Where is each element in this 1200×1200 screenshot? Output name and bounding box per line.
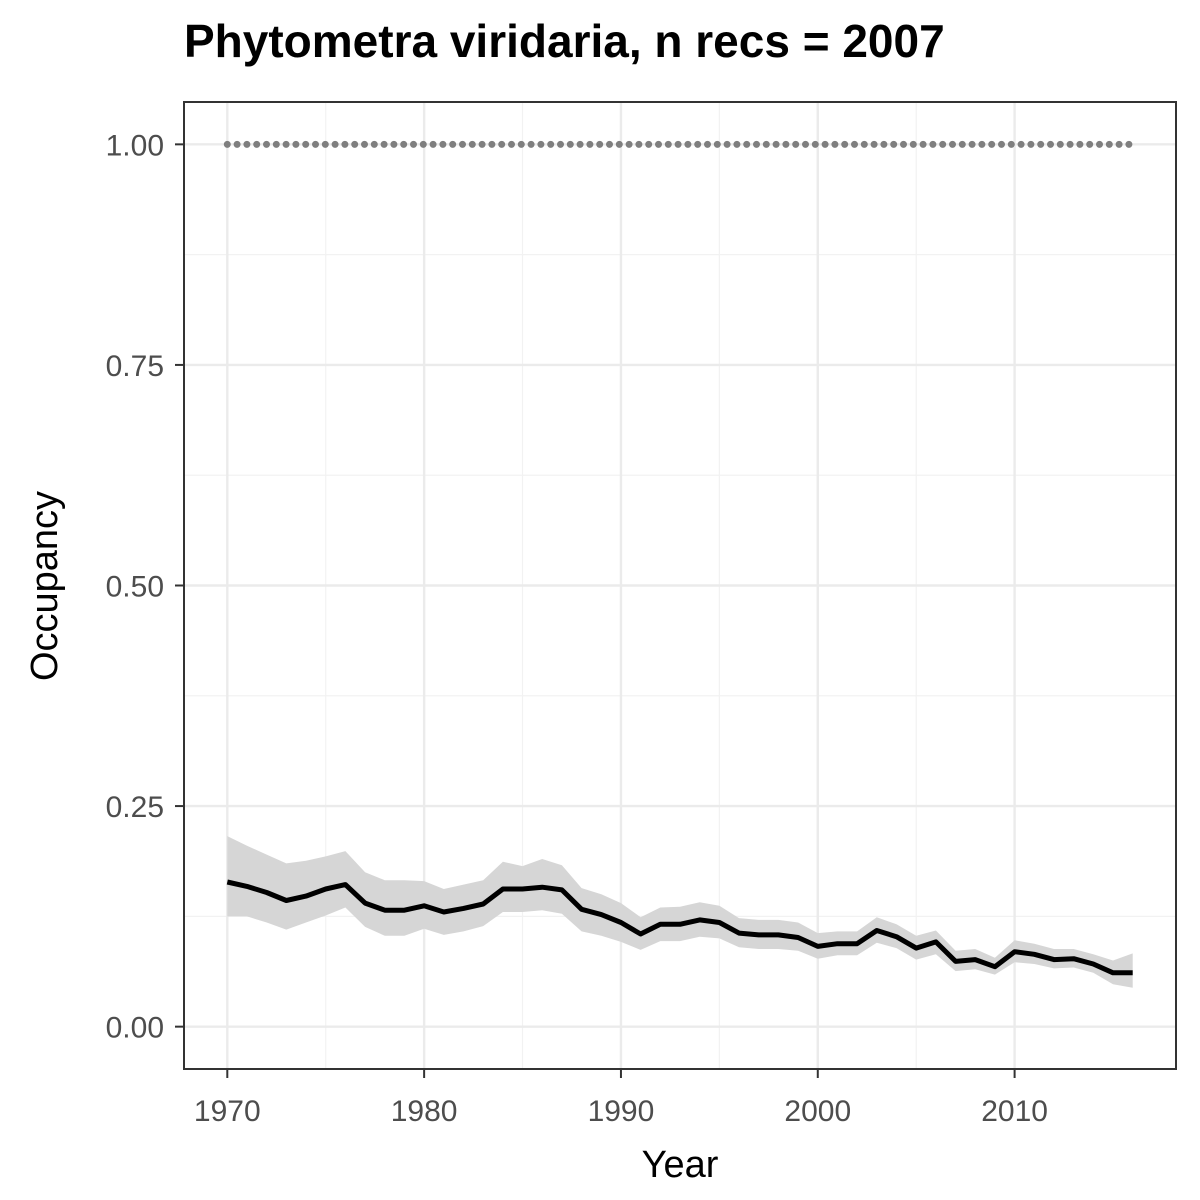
y-tick-label: 0.75 (106, 350, 164, 383)
x-tick-label: 1980 (391, 1095, 458, 1128)
axes: 1970 1980 1990 2000 2010 0.00 0.25 0.50 0.75 1.00 (106, 129, 1048, 1128)
x-axis-title: Year (642, 1144, 719, 1186)
x-tick-label: 2010 (981, 1095, 1048, 1128)
x-tick-label: 1990 (588, 1095, 655, 1128)
y-tick-label: 1.00 (106, 129, 164, 162)
x-tick-label: 1970 (194, 1095, 261, 1128)
y-tick-label: 0.25 (106, 791, 164, 824)
grid-lines (184, 102, 1176, 1069)
occupancy-trend-line (226, 879, 1133, 976)
y-axis-title: Occupancy (24, 491, 66, 681)
confidence-band (227, 836, 1133, 988)
y-tick-label: 0.50 (106, 571, 164, 604)
x-tick-label: 2000 (784, 1095, 851, 1128)
y-tick-label: 0.00 (106, 1012, 164, 1045)
chart-title: Phytometra viridaria, n recs = 2007 (184, 15, 945, 67)
data-layer (223, 140, 1137, 988)
